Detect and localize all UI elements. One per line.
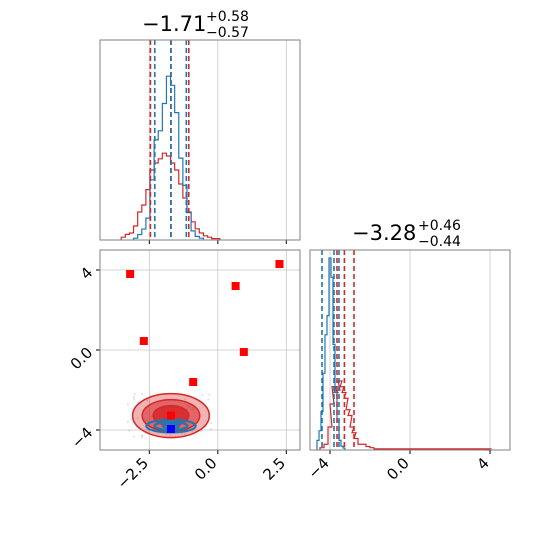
hist-red-param-2 <box>319 380 493 451</box>
hy-xtick-label-1: 0.0 <box>383 454 413 484</box>
scatter-sample-point <box>209 428 212 431</box>
scatter-sample-point <box>128 429 131 432</box>
scatter-sample-point <box>169 434 172 437</box>
title-1-sup: +0.58 <box>206 9 249 25</box>
red-marker-6 <box>166 411 175 420</box>
scatter-sample-point <box>200 430 203 433</box>
title-1-sub: −0.57 <box>206 25 249 41</box>
blue-marker-0 <box>166 425 175 433</box>
scatter-sample-point <box>136 417 139 420</box>
red-marker-1 <box>275 260 284 268</box>
hist-blue-param-2 <box>316 257 346 450</box>
scatter-sample-point <box>208 393 211 396</box>
scatter-sample-point <box>201 393 204 396</box>
title-param-2: −3.28 +0.46 −0.44 <box>352 218 461 250</box>
title-2-main: −3.28 <box>352 221 416 245</box>
red-marker-5 <box>189 378 198 386</box>
histogram-param-1 <box>99 39 301 244</box>
scatter-sample-point <box>191 430 194 433</box>
title-2-sup: +0.46 <box>418 218 461 234</box>
title-1-main: −1.71 <box>142 12 206 36</box>
sc-ytick-label-2: 4 <box>77 264 96 283</box>
scatter-sample-point <box>141 434 144 437</box>
sc-xtick-label-1: 0.0 <box>191 454 221 484</box>
red-marker-2 <box>231 282 240 290</box>
scatter-sample-point <box>146 400 149 403</box>
scatter-sample-point <box>209 422 212 425</box>
red-marker-4 <box>239 348 248 356</box>
sc-xtick-label-2: 2.5 <box>260 454 290 484</box>
scatter-sample-point <box>133 435 136 438</box>
hist-x-frame <box>99 39 301 241</box>
title-param-1: −1.71 +0.58 −0.57 <box>142 9 249 41</box>
scatter-sample-point <box>140 436 143 439</box>
sc-ytick-label-1: 0.0 <box>67 344 97 374</box>
hy-xtick-label-0: −4 <box>304 454 332 482</box>
red-marker-3 <box>139 337 148 345</box>
scatter-sample-point <box>183 433 186 436</box>
scatter-sample-point <box>133 395 136 398</box>
red-marker-0 <box>126 270 135 278</box>
scatter-sample-point <box>184 398 187 401</box>
scatter-frame <box>99 249 301 451</box>
scatter-sample-point <box>126 403 129 406</box>
sc-xtick-label-0: −2.5 <box>114 454 152 492</box>
hist-y-frame <box>309 249 511 451</box>
scatter-sample-point <box>130 418 133 421</box>
scatter-sample-point <box>180 432 183 435</box>
scatter-sample-point <box>133 393 136 396</box>
scatter-sample-point <box>207 398 210 401</box>
scatter-sample-point <box>133 397 136 400</box>
hy-xtick-label-2: 4 <box>473 454 492 473</box>
scatter-2d-panel: −2.5 0.0 2.5 −4 0.0 4 <box>67 249 301 493</box>
scatter-sample-point <box>140 434 143 437</box>
sc-ytick-label-0: −4 <box>68 424 96 452</box>
hist-blue-param-1 <box>132 75 205 240</box>
histogram-param-2: −4 0.0 4 <box>304 249 511 484</box>
scatter-sample-point <box>126 420 129 423</box>
title-2-sub: −0.44 <box>418 234 461 250</box>
scatter-sample-point <box>141 393 144 396</box>
